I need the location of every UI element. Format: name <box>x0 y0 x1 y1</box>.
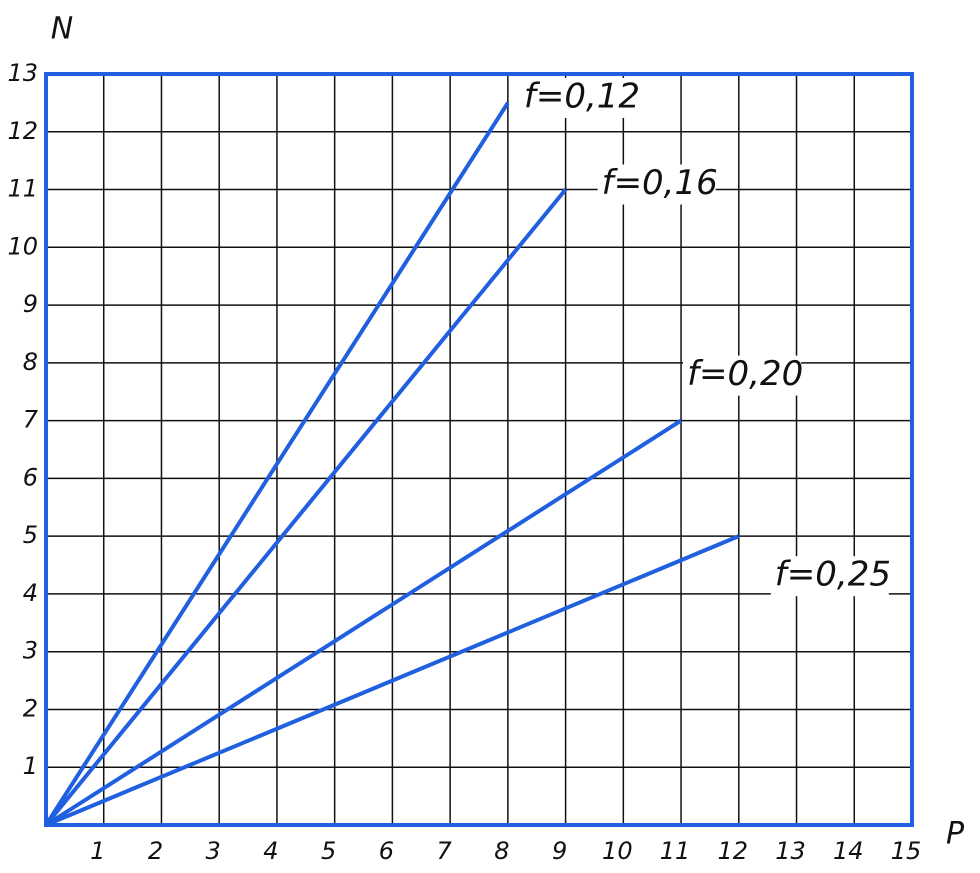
series-label: f=0,16 <box>602 163 718 203</box>
y-tick-label: 3 <box>23 637 38 665</box>
y-axis-label: N <box>51 12 73 47</box>
series-label: f=0,20 <box>687 354 803 394</box>
label-background <box>770 556 889 597</box>
x-tick-label: 12 <box>718 837 749 865</box>
y-tick-label: 4 <box>23 579 38 607</box>
label-background <box>597 164 716 205</box>
y-tick-label: 2 <box>23 694 38 722</box>
x-tick-label: 11 <box>660 837 691 865</box>
x-tick-label: 15 <box>891 837 922 865</box>
y-tick-label: 7 <box>23 406 39 434</box>
y-tick-label: 6 <box>23 463 38 491</box>
y-tick-label: 13 <box>7 59 38 87</box>
x-tick-label: 6 <box>379 837 394 865</box>
x-tick-label: 9 <box>552 837 567 865</box>
plot-frame <box>44 72 914 827</box>
series-label: f=0,25 <box>775 555 891 595</box>
y-tick-label: 11 <box>7 175 38 203</box>
series-line <box>44 418 683 827</box>
x-tick-label: 10 <box>602 837 633 865</box>
x-tick-label: 14 <box>833 837 864 865</box>
y-tick-label: 9 <box>23 290 38 318</box>
x-tick-label: 13 <box>775 837 806 865</box>
series-line <box>44 101 510 827</box>
y-tick-label: 10 <box>7 232 38 260</box>
label-background <box>519 77 638 118</box>
x-tick-label: 3 <box>206 837 221 865</box>
series-label: f=0,12 <box>524 76 640 116</box>
series-line <box>44 188 568 827</box>
y-tick-label: 8 <box>23 348 38 376</box>
y-tick-label: 12 <box>7 117 38 145</box>
x-axis-label: P <box>946 817 965 852</box>
x-tick-label: 4 <box>263 837 278 865</box>
x-tick-label: 2 <box>148 837 163 865</box>
y-tick-label: 1 <box>23 752 38 780</box>
y-tick-label: 5 <box>23 521 38 549</box>
x-tick-label: 7 <box>436 837 452 865</box>
label-background <box>683 355 802 396</box>
x-tick-label: 5 <box>321 837 336 865</box>
x-tick-label: 1 <box>90 837 105 865</box>
series-line <box>45 534 740 827</box>
x-tick-label: 8 <box>494 837 509 865</box>
